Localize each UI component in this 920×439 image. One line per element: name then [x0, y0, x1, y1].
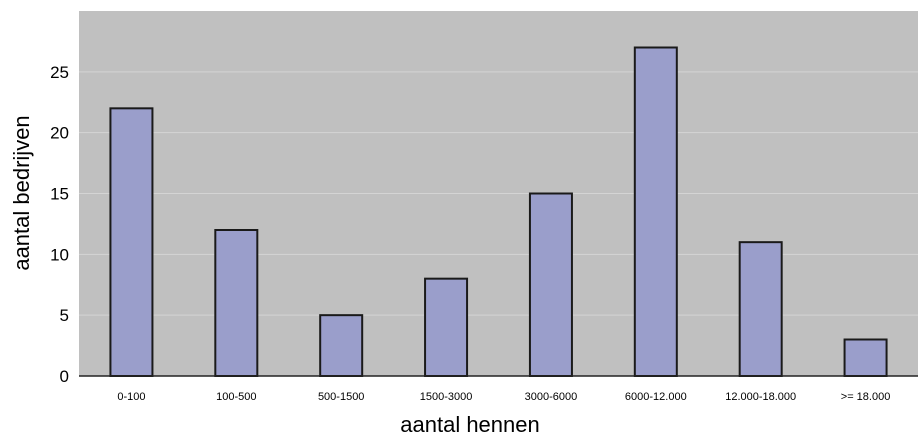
y-tick-label: 10: [50, 245, 69, 264]
x-tick-label: 3000-6000: [525, 391, 578, 403]
bar: [424, 277, 469, 377]
bars: [109, 46, 888, 377]
y-axis-label: aantal bedrijven: [9, 115, 34, 270]
y-tick-label: 5: [60, 306, 69, 325]
x-tick-label: 100-500: [216, 391, 256, 403]
bar: [109, 107, 154, 377]
x-axis-label: aantal hennen: [400, 412, 539, 437]
bar: [738, 241, 783, 377]
x-tick-label: 0-100: [117, 391, 145, 403]
x-tick-label: >= 18.000: [841, 391, 891, 403]
x-axis-ticks: 0-100 100-500 500-1500 1500-3000 3000-6000 60…: [117, 391, 890, 403]
bar: [319, 314, 364, 377]
bar: [633, 46, 678, 377]
bar: [843, 338, 888, 377]
x-tick-label: 500-1500: [318, 391, 365, 403]
x-tick-label: 6000-12.000: [625, 391, 687, 403]
y-tick-label: 20: [50, 124, 69, 143]
x-tick-label: 1500-3000: [420, 391, 473, 403]
bar: [214, 229, 259, 377]
x-tick-label: 12.000-18.000: [725, 391, 796, 403]
y-axis-ticks: 0 5 10 15 20 25: [50, 63, 69, 386]
y-tick-label: 15: [50, 185, 69, 204]
y-tick-label: 25: [50, 63, 69, 82]
y-tick-label: 0: [60, 367, 69, 386]
bar: [528, 192, 573, 377]
